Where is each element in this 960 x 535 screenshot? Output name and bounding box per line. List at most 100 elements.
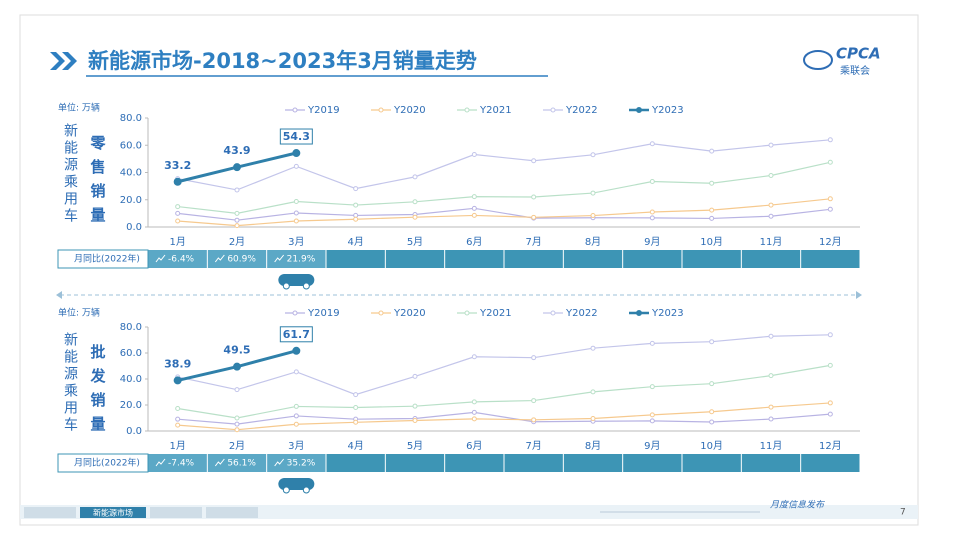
legend-marker xyxy=(292,107,298,113)
x-tick-label: 8月 xyxy=(585,236,601,248)
point xyxy=(293,163,299,169)
yoy-value: -6.4% xyxy=(168,255,195,265)
page-number: 7 xyxy=(900,508,906,518)
yoy-cell xyxy=(682,250,741,268)
series-line xyxy=(177,198,831,227)
yoy-cell xyxy=(563,454,623,472)
yoy-cell xyxy=(682,454,741,472)
yoy-cell xyxy=(207,250,267,268)
yoy-value: -7.4% xyxy=(168,459,195,469)
point xyxy=(412,417,418,423)
point xyxy=(649,178,655,184)
point xyxy=(649,384,655,390)
point xyxy=(768,202,774,208)
series-line xyxy=(177,364,831,419)
point xyxy=(768,213,774,219)
x-tick-label: 3月 xyxy=(288,440,304,452)
x-tick-label: 1月 xyxy=(169,440,185,452)
metric-label: 批发销量 xyxy=(89,343,107,440)
point xyxy=(827,159,833,165)
point xyxy=(234,415,240,421)
point xyxy=(590,152,596,158)
yoy-label: 月同比(2022年) xyxy=(74,457,140,469)
data-label: 38.9 xyxy=(164,357,191,370)
x-tick-label: 10月 xyxy=(700,236,723,248)
x-tick-label: 11月 xyxy=(760,236,783,248)
point xyxy=(531,398,537,404)
yoy-cell xyxy=(445,250,504,268)
unit-label: 单位: 万辆 xyxy=(58,102,100,114)
side-label: 新能源乘用车 xyxy=(62,123,78,225)
side-label: 新能源乘用车 xyxy=(62,332,78,434)
y-tick-label: 20.0 xyxy=(120,400,142,411)
point xyxy=(471,354,477,360)
legend-label: Y2021 xyxy=(479,308,512,319)
point xyxy=(234,421,240,427)
yoy-cell xyxy=(741,454,801,472)
yoy-cell xyxy=(207,454,267,472)
point xyxy=(649,141,655,147)
point xyxy=(827,332,833,338)
yoy-icon xyxy=(274,254,285,263)
point xyxy=(471,409,477,415)
point xyxy=(649,340,655,346)
point xyxy=(234,387,240,393)
legend-label: Y2022 xyxy=(565,105,598,116)
x-tick-label: 1月 xyxy=(169,236,185,248)
x-tick-label: 9月 xyxy=(644,440,660,452)
point xyxy=(531,355,537,361)
yoy-cell xyxy=(267,250,326,268)
point xyxy=(293,218,299,224)
y-tick-label: 60.0 xyxy=(120,140,142,151)
x-tick-label: 10月 xyxy=(700,440,723,452)
data-label: 61.7 xyxy=(283,328,310,341)
point xyxy=(471,194,477,200)
point xyxy=(234,210,240,216)
point xyxy=(175,416,181,422)
y-tick-label: 20.0 xyxy=(120,195,142,206)
yoy-value: 56.1% xyxy=(227,459,256,469)
point xyxy=(292,149,301,158)
car-wheel xyxy=(302,486,310,494)
legend-label: Y2023 xyxy=(651,308,684,319)
point xyxy=(353,186,359,192)
series-line xyxy=(177,334,831,396)
point xyxy=(531,417,537,423)
point xyxy=(590,213,596,219)
yoy-cell xyxy=(385,250,445,268)
point xyxy=(293,421,299,427)
x-tick-label: 12月 xyxy=(819,440,842,452)
point xyxy=(827,196,833,202)
point xyxy=(234,427,240,433)
y-tick-label: 40.0 xyxy=(120,374,142,385)
car-wheel xyxy=(282,486,290,494)
legend-label: Y2021 xyxy=(479,105,512,116)
legend-marker xyxy=(550,310,556,316)
footer-tab xyxy=(206,507,258,518)
label-box xyxy=(279,128,313,145)
legend-marker xyxy=(378,107,384,113)
point xyxy=(709,207,715,213)
point xyxy=(709,215,715,221)
logo: CPCA xyxy=(836,45,881,63)
point xyxy=(827,411,833,417)
yoy-icon xyxy=(274,458,285,467)
x-tick-label: 6月 xyxy=(466,440,482,452)
footer-note: 月度信息发布 xyxy=(770,500,826,511)
legend-label: Y2019 xyxy=(307,105,340,116)
point xyxy=(590,190,596,196)
yoy-icon xyxy=(214,458,225,467)
footer-tab xyxy=(24,507,76,518)
legend-label: Y2023 xyxy=(651,105,684,116)
yoy-label-cell xyxy=(57,453,149,473)
point xyxy=(709,180,715,186)
point xyxy=(234,187,240,193)
series-line xyxy=(177,139,831,191)
yoy-cell xyxy=(563,250,623,268)
x-tick-label: 4月 xyxy=(347,440,363,452)
point xyxy=(649,209,655,215)
chevron-icon xyxy=(50,52,77,70)
point xyxy=(412,199,418,205)
legend-marker xyxy=(636,107,642,113)
point xyxy=(471,416,477,422)
